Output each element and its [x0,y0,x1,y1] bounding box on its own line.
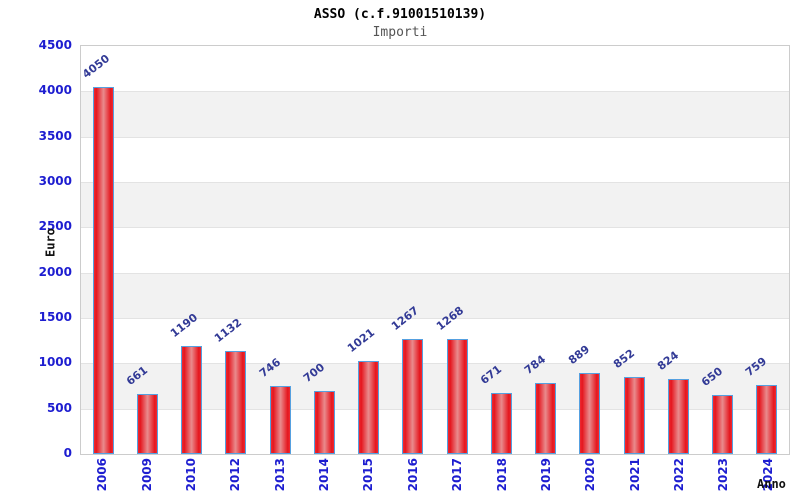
x-tick-label: 2020 [583,458,598,492]
x-tick-label: 2019 [538,458,553,492]
x-tick-label: 2006 [95,458,110,492]
x-tick-label: 2017 [450,458,465,492]
plot-area: 4050 661 1190 1132 746 700 1021 1267 1268 671 784 8… [80,45,790,455]
bar-2015 [358,361,380,454]
x-axis-tick-labels: 2006 2009 2010 2012 2013 2014 2015 2016 2017 2018… [80,458,790,498]
bar-2014 [313,390,335,454]
x-tick-label: 2021 [627,458,642,492]
bar-2020 [579,373,601,454]
grid-band [81,318,789,363]
grid-band [81,227,789,272]
x-tick-label: 2023 [716,458,731,492]
grid-band [81,46,789,91]
x-tick-label: 2014 [317,458,332,492]
y-tick-label: 3500 [38,128,72,143]
bar-2006 [92,86,114,454]
x-tick-label: 2009 [139,458,154,492]
x-tick-label: 2012 [228,458,243,492]
x-tick-label: 2022 [672,458,687,492]
bar-2016 [402,339,424,454]
y-tick-label: 2500 [38,219,72,234]
bar-2010 [181,346,203,454]
x-tick-label: 2013 [272,458,287,492]
bar-2019 [535,382,557,454]
y-tick-label: 0 [63,446,72,460]
bar-2013 [269,386,291,454]
chart-subtitle: Importi [372,25,428,40]
bar-2012 [225,351,247,454]
y-tick-label: 4500 [38,38,72,52]
grid-band [81,91,789,137]
y-tick-label: 1500 [38,310,72,324]
bar-2009 [136,394,158,454]
y-tick-label: 3000 [38,174,72,188]
x-tick-label: 2010 [183,458,198,492]
grid-band [81,182,789,228]
bar-2023 [712,395,734,454]
bar-2024 [756,385,778,454]
y-tick-label: 4000 [38,83,72,98]
grid-band [81,272,789,318]
x-tick-label: 2018 [494,458,509,492]
y-axis-title: Euro [43,228,58,257]
grid-band [81,136,789,182]
x-tick-label: 2015 [361,458,376,492]
bar-2018 [490,393,512,454]
x-tick-label: 2016 [405,458,420,492]
bar-2021 [623,376,645,454]
y-tick-label: 1000 [38,355,72,370]
chart-title: ASSO (c.f.91001510139) [313,7,487,22]
bar-2022 [667,379,689,454]
grid-band [81,408,789,454]
bar-2017 [446,339,468,454]
y-tick-label: 500 [46,400,72,415]
y-tick-label: 2000 [38,264,72,279]
x-axis-title: Anno [757,477,786,491]
